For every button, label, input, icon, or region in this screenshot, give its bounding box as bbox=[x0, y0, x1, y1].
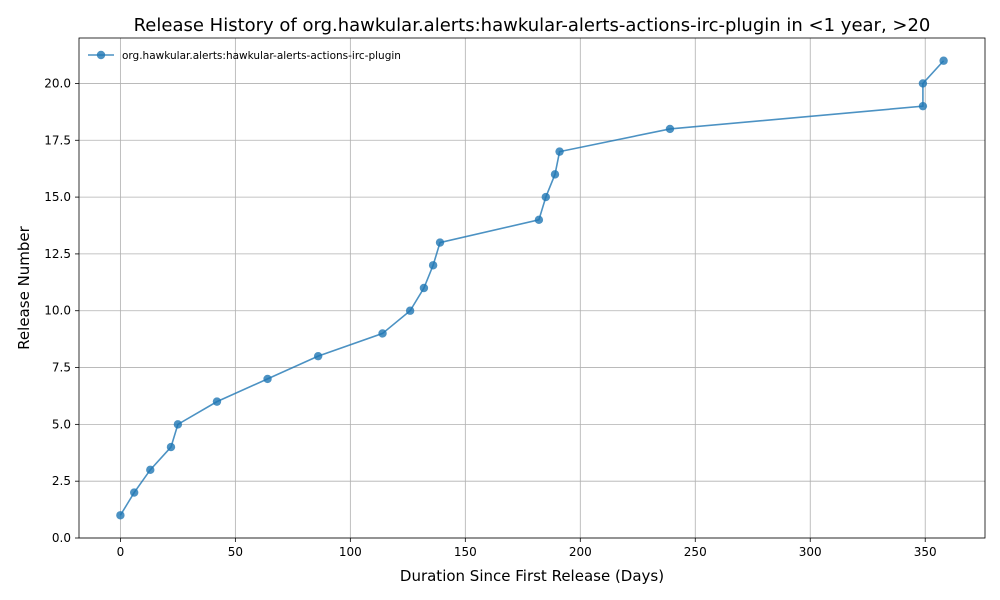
legend: org.hawkular.alerts:hawkular-alerts-acti… bbox=[88, 50, 401, 62]
x-tick-label: 0 bbox=[117, 545, 125, 559]
legend-label: org.hawkular.alerts:hawkular-alerts-acti… bbox=[122, 50, 401, 62]
data-point bbox=[146, 465, 155, 475]
data-point bbox=[918, 79, 928, 88]
plot-frame bbox=[78, 37, 986, 539]
y-tick-label: 7.5 bbox=[52, 361, 71, 375]
y-tick-label: 0.0 bbox=[52, 531, 71, 545]
series-line bbox=[119, 60, 945, 516]
x-axis-label: Duration Since First Release (Days) bbox=[400, 567, 664, 585]
data-point bbox=[435, 238, 445, 247]
data-point bbox=[313, 351, 323, 361]
x-tick-label: 150 bbox=[454, 545, 477, 559]
data-point bbox=[129, 488, 139, 497]
y-tick-label: 5.0 bbox=[52, 417, 71, 431]
y-tick-label: 15.0 bbox=[44, 190, 71, 204]
legend-marker-swatch bbox=[96, 50, 106, 60]
y-tick-label: 20.0 bbox=[44, 76, 71, 90]
y-axis-label: Release Number bbox=[15, 225, 33, 349]
data-point bbox=[665, 124, 675, 134]
data-point bbox=[541, 192, 550, 202]
chart-title: Release History of org.hawkular.alerts:h… bbox=[134, 15, 931, 36]
data-point bbox=[166, 442, 176, 452]
y-tick-label: 12.5 bbox=[44, 247, 71, 261]
data-point bbox=[428, 261, 438, 270]
y-tick-label: 10.0 bbox=[44, 304, 71, 318]
data-point bbox=[534, 215, 544, 225]
data-point bbox=[263, 374, 272, 384]
x-axis-ticks: 0 50 100 150 200 250 300 350 bbox=[117, 538, 937, 559]
data-point bbox=[116, 511, 125, 520]
data-point bbox=[173, 420, 183, 429]
x-tick-label: 250 bbox=[684, 545, 707, 559]
x-tick-label: 350 bbox=[914, 545, 937, 559]
x-tick-label: 100 bbox=[339, 545, 362, 559]
data-point bbox=[212, 397, 222, 406]
y-tick-label: 17.5 bbox=[44, 133, 71, 147]
data-point bbox=[939, 56, 948, 65]
x-tick-label: 50 bbox=[228, 545, 243, 559]
data-point bbox=[405, 306, 415, 315]
series-layer bbox=[116, 56, 948, 520]
data-point bbox=[555, 147, 564, 156]
y-axis-ticks: 0.0 2.5 5.0 7.5 10.0 12.5 15.0 17.5 20.0 bbox=[44, 76, 79, 545]
x-tick-label: 300 bbox=[799, 545, 822, 559]
y-tick-label: 2.5 bbox=[52, 474, 71, 488]
data-point bbox=[550, 170, 560, 179]
data-point bbox=[378, 329, 387, 338]
data-point bbox=[918, 101, 928, 111]
grid bbox=[79, 38, 985, 539]
data-point bbox=[419, 283, 429, 293]
x-tick-label: 200 bbox=[569, 545, 592, 559]
